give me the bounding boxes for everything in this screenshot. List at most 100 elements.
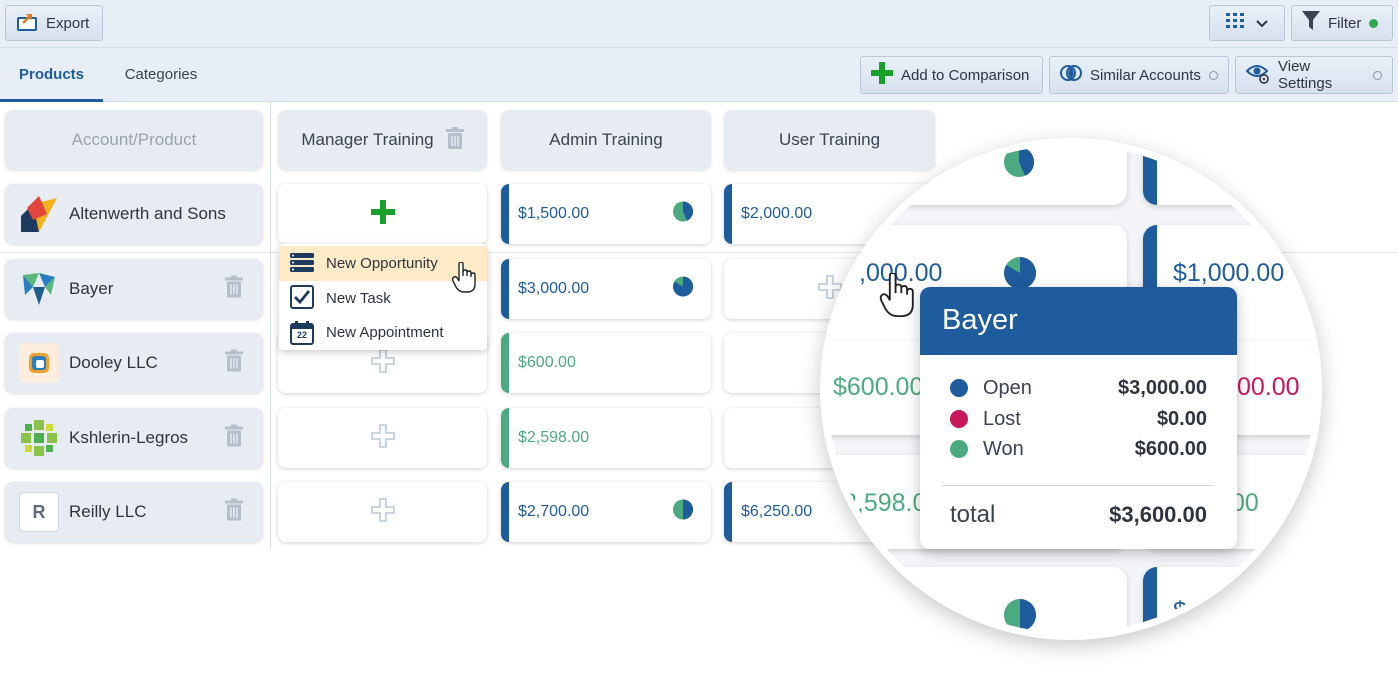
- similar-accounts-button[interactable]: Similar Accounts: [1049, 56, 1229, 94]
- trash-icon[interactable]: [225, 349, 243, 377]
- trash-icon[interactable]: [225, 498, 243, 526]
- pie-chart-icon[interactable]: [673, 201, 694, 227]
- menu-item-new-appointment[interactable]: 22 New Appointment: [279, 315, 487, 350]
- opportunity-tooltip: Bayer Open $3,000.00 Lost $0.00 Won $600…: [920, 287, 1237, 549]
- account-row-reilly[interactable]: R Reilly LLC: [5, 482, 263, 542]
- column-title: User Training: [778, 130, 881, 149]
- magnified-cell: [827, 567, 1127, 633]
- filter-button[interactable]: Filter: [1291, 5, 1393, 41]
- magnified-cell: $: [1143, 567, 1315, 633]
- opportunity-amount: $600.00: [518, 354, 576, 371]
- tooltip-row-lost: Lost $0.00: [950, 404, 1207, 434]
- opportunity-amount: $2,000.00: [741, 205, 813, 222]
- trash-icon[interactable]: [225, 424, 243, 452]
- status-bar: [501, 259, 509, 319]
- account-name: Bayer: [69, 279, 114, 298]
- status-bar: [724, 482, 732, 542]
- grid-divider-horizontal: [0, 252, 1398, 253]
- opportunity-value-cell[interactable]: $3,000.00: [501, 259, 711, 319]
- view-settings-button[interactable]: View Settings: [1235, 56, 1393, 94]
- status-bar: [1143, 145, 1157, 205]
- opportunity-amount: $2,700.00: [518, 503, 590, 520]
- pie-chart-icon[interactable]: [673, 276, 694, 302]
- tab-categories[interactable]: Categories: [124, 66, 198, 83]
- column-header-admin-training[interactable]: Admin Training: [501, 110, 711, 170]
- grid-icon: [1226, 13, 1244, 33]
- view-settings-label: View Settings: [1278, 58, 1333, 92]
- corner-header: Account/Product: [5, 110, 263, 170]
- status-bar: [501, 333, 509, 393]
- column-header-manager-training[interactable]: Manager Training: [278, 110, 487, 170]
- tooltip-total-amount: $3,600.00: [1109, 502, 1207, 527]
- grid-view-dropdown[interactable]: [1209, 5, 1285, 41]
- export-icon: [16, 10, 38, 36]
- filter-icon: [1302, 11, 1320, 35]
- magnified-amount: 00.00: [1237, 373, 1300, 401]
- plus-icon: [370, 423, 395, 453]
- altenwerth-logo-icon: [19, 194, 59, 234]
- account-row-altenwerth[interactable]: Altenwerth and Sons: [5, 184, 263, 244]
- magnified-cell: [827, 145, 1127, 205]
- account-row-dooley[interactable]: Dooley LLC: [5, 333, 263, 393]
- pie-chart-icon: [1004, 256, 1037, 294]
- opportunity-amount: $1,500.00: [518, 205, 590, 222]
- won-status-dot: [950, 440, 968, 458]
- export-button[interactable]: Export: [5, 5, 103, 41]
- status-bar: [501, 482, 509, 542]
- opportunity-value-cell[interactable]: $1,500.00: [501, 184, 711, 244]
- tooltip-divider: [942, 485, 1214, 486]
- menu-item-new-opportunity[interactable]: New Opportunity: [279, 246, 487, 281]
- opportunity-value-cell[interactable]: $600.00: [501, 333, 711, 393]
- tab-products[interactable]: Products: [0, 48, 103, 102]
- add-to-comparison-label: Add to Comparison: [901, 66, 1030, 84]
- opportunity-value-cell[interactable]: $2,700.00: [501, 482, 711, 542]
- account-name: Reilly LLC: [69, 502, 147, 521]
- filter-label: Filter: [1328, 14, 1362, 32]
- tooltip-total-row: total $3,600.00: [950, 501, 1207, 529]
- tooltip-row-open: Open $3,000.00: [950, 373, 1207, 403]
- tooltip-row-amount: $600.00: [1134, 437, 1207, 460]
- tooltip-row-amount: $3,000.00: [1118, 376, 1207, 399]
- opportunity-value-cell[interactable]: $2,598.00: [501, 408, 711, 468]
- hand-cursor-icon: [879, 272, 915, 324]
- plus-icon: [370, 497, 395, 527]
- add-to-comparison-button[interactable]: Add to Comparison: [860, 56, 1043, 94]
- menu-item-label: New Opportunity: [326, 255, 438, 272]
- account-name: Dooley LLC: [69, 353, 158, 372]
- reilly-logo-icon: R: [19, 492, 59, 532]
- lost-status-dot: [950, 410, 968, 428]
- add-opportunity-cell[interactable]: [278, 482, 487, 542]
- open-status-dot: [950, 379, 968, 397]
- add-opportunity-cell[interactable]: [278, 184, 487, 244]
- menu-item-new-task[interactable]: New Task: [279, 281, 487, 316]
- tooltip-total-label: total: [950, 501, 996, 528]
- filter-status-dot: [1369, 18, 1379, 28]
- hand-cursor-icon: [451, 261, 476, 299]
- eye-settings-icon: [1245, 62, 1270, 88]
- account-row-kshlerin[interactable]: Kshlerin-Legros: [5, 408, 263, 468]
- menu-item-label: New Appointment: [326, 324, 444, 341]
- view-settings-status: [1373, 70, 1382, 80]
- bayer-logo-icon: [19, 269, 59, 309]
- add-opportunity-cell[interactable]: [278, 408, 487, 468]
- pie-chart-icon[interactable]: [673, 499, 693, 525]
- tooltip-row-label: Lost: [983, 407, 1021, 430]
- list-icon: [290, 252, 314, 276]
- magnified-amount: $600.00: [833, 373, 924, 401]
- trash-icon[interactable]: [225, 275, 243, 303]
- menu-item-label: New Task: [326, 290, 391, 307]
- calendar-day: 22: [296, 329, 307, 340]
- similar-accounts-label: Similar Accounts: [1090, 66, 1201, 84]
- tooltip-title: Bayer: [920, 287, 1237, 355]
- trash-icon[interactable]: [445, 126, 464, 154]
- plus-icon: [370, 348, 395, 378]
- chevron-down-icon: [1256, 15, 1268, 32]
- tooltip-row-won: Won $600.00: [950, 434, 1207, 464]
- account-row-bayer[interactable]: Bayer: [5, 259, 263, 319]
- status-bar: [501, 408, 509, 468]
- calendar-icon: 22: [290, 320, 314, 345]
- tab-bar: Products Categories Add to Comparison Si…: [0, 48, 1398, 102]
- similar-accounts-status: [1208, 70, 1218, 80]
- status-bar: [1143, 567, 1157, 633]
- magnified-amount: $: [1173, 597, 1187, 625]
